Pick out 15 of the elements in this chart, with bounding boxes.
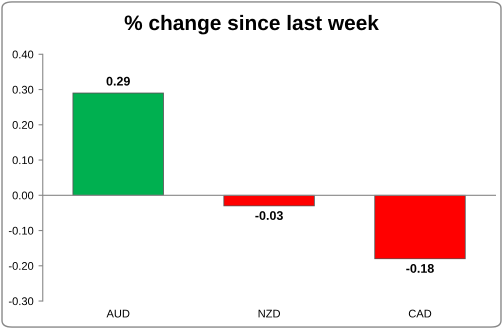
x-tick-label: NZD: [258, 310, 280, 318]
data-label: -0.03: [255, 211, 283, 220]
y-tick-label: -0.20: [8, 262, 34, 270]
data-label: -0.18: [406, 264, 434, 273]
y-tick-label: 0.40: [12, 50, 34, 58]
x-tick-label: CAD: [408, 310, 432, 318]
y-tick-label: 0.10: [12, 156, 34, 164]
chart-title: % change since last week: [124, 14, 379, 34]
y-tick-label: 0.30: [12, 86, 34, 94]
y-tick-label: 0.20: [12, 121, 34, 129]
data-label: 0.29: [106, 76, 130, 86]
y-tick-label: -0.30: [8, 297, 34, 306]
x-tick-label: AUD: [106, 310, 130, 318]
y-tick-label: -0.10: [8, 226, 34, 235]
y-tick-label: 0.00: [12, 192, 34, 200]
